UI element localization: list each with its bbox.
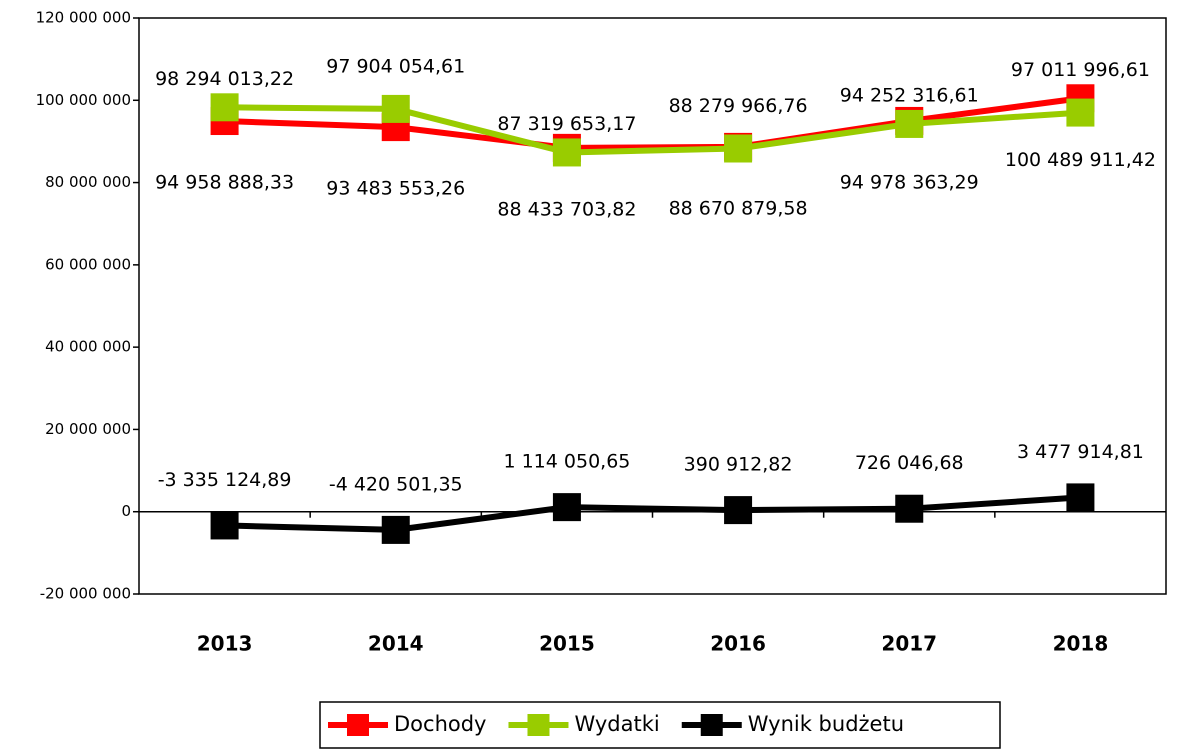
- value-label: 3 477 914,81: [1017, 441, 1144, 463]
- y-tick-label: -20 000 000: [40, 585, 131, 603]
- value-label: -3 335 124,89: [158, 469, 292, 491]
- point-marker: [552, 493, 581, 522]
- plot-area: [138, 17, 1167, 595]
- point-marker: [381, 94, 410, 123]
- point-marker: [724, 496, 753, 525]
- x-tick-label: 2017: [881, 632, 937, 656]
- point-marker: [1066, 98, 1095, 127]
- y-tick-label: 60 000 000: [45, 255, 131, 273]
- point-marker: [210, 511, 239, 540]
- point-marker: [552, 138, 581, 167]
- value-label: 94 252 316,61: [840, 84, 979, 106]
- legend-marker: [347, 714, 369, 736]
- value-label: 87 319 653,17: [497, 113, 636, 135]
- legend-marker: [527, 714, 550, 736]
- point-marker: [381, 515, 410, 544]
- value-label: 726 046,68: [855, 452, 964, 474]
- series-line: [224, 95, 1081, 151]
- series-line: [224, 104, 1081, 156]
- y-tick-label: 80 000 000: [45, 173, 131, 191]
- x-tick-label: 2015: [539, 632, 595, 656]
- x-tick-label: 2016: [710, 632, 766, 656]
- legend-label: Wynik budżetu: [748, 712, 904, 736]
- value-label: 94 958 888,33: [155, 172, 294, 194]
- x-tick-label: 2014: [368, 632, 424, 656]
- value-label: 1 114 050,65: [503, 451, 630, 473]
- x-tick-label: 2018: [1053, 632, 1109, 656]
- series-line: [224, 494, 1081, 533]
- value-label: 88 279 966,76: [669, 95, 808, 117]
- y-tick-label: 0: [121, 502, 131, 520]
- value-label: 93 483 553,26: [326, 178, 465, 200]
- value-label: 88 670 879,58: [669, 197, 808, 219]
- point-marker: [724, 134, 753, 163]
- point-marker: [895, 109, 924, 138]
- point-marker: [895, 494, 924, 523]
- legend-marker: [700, 714, 723, 736]
- legend-label: Dochody: [394, 712, 486, 736]
- y-tick-label: 120 000 000: [36, 9, 131, 27]
- value-label: 97 904 054,61: [326, 55, 465, 77]
- value-label: 94 978 363,29: [840, 171, 979, 193]
- value-label: 390 912,82: [684, 454, 793, 476]
- y-tick-label: 20 000 000: [45, 420, 131, 438]
- point-marker: [210, 93, 239, 122]
- x-tick-label: 2013: [197, 632, 253, 656]
- legend-label: Wydatki: [574, 712, 659, 736]
- point-marker: [1066, 483, 1095, 512]
- value-label: 88 433 703,82: [497, 198, 636, 220]
- y-tick-label: 100 000 000: [36, 91, 131, 109]
- value-label: -4 420 501,35: [329, 473, 463, 495]
- legend-box: [319, 701, 1001, 749]
- value-label: 97 011 996,61: [1011, 59, 1150, 81]
- value-label: 100 489 911,42: [1005, 149, 1156, 171]
- y-tick-label: 40 000 000: [45, 338, 131, 356]
- value-label: 98 294 013,22: [155, 68, 294, 90]
